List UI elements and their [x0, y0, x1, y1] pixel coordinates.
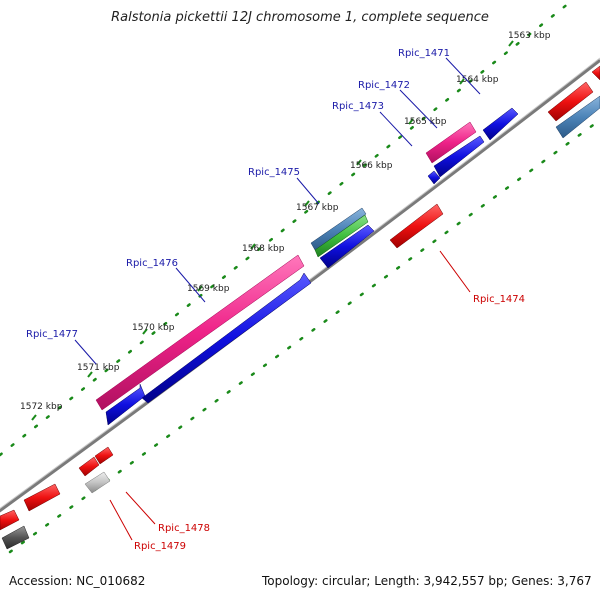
cds-arrow-rpic-1476	[141, 272, 312, 404]
tick-label: 1563 kbp	[508, 31, 551, 41]
gene-label-rpic-1476[interactable]: Rpic_1476	[126, 258, 178, 269]
cds-arrow-red-right-a	[547, 81, 594, 122]
tick-mark	[87, 371, 93, 378]
gene-label-rpic-1477[interactable]: Rpic_1477	[26, 329, 78, 340]
tick-mark	[142, 328, 148, 335]
outer-dotted-track	[0, 0, 575, 457]
gene-label-rpic-1474[interactable]: Rpic_1474	[473, 294, 525, 305]
backbone	[0, 57, 600, 513]
leader-lines	[74, 57, 481, 541]
rrna-bar-rpic-1476	[95, 254, 305, 411]
cds-arrow-steel-right	[555, 95, 600, 139]
cds-arrow-rpic-1479	[84, 471, 111, 494]
map-title: Ralstonia pickettii 12J chromosome 1, co…	[111, 10, 489, 25]
gene-label-rpic-1472[interactable]: Rpic_1472	[358, 80, 410, 91]
gene-label-rpic-1479[interactable]: Rpic_1479	[134, 541, 186, 552]
topology-summary: Topology: circular; Length: 3,942,557 bp…	[262, 574, 592, 588]
cds-arrow-red-edge	[0, 509, 20, 531]
cds-arrow-rpic-1474	[389, 203, 444, 249]
gene-bar-rpic-1475-steel	[310, 207, 367, 251]
reverse-features	[0, 65, 600, 550]
tick-label: 1568 kbp	[242, 244, 285, 254]
gene-label-rpic-1473[interactable]: Rpic_1473	[332, 101, 384, 112]
gene-bar-rpic-1475-green	[314, 214, 369, 258]
cds-arrow-rpic-1478b	[94, 446, 114, 465]
rrna-bar-rpic-1472	[425, 121, 477, 164]
cds-arrow-rpic-1477	[105, 383, 146, 426]
cds-arrow-rpic-1471	[482, 107, 519, 141]
gene-label-rpic-1471[interactable]: Rpic_1471	[398, 48, 450, 59]
tick-label: 1569 kbp	[187, 284, 230, 294]
cds-arrow-gray-dark	[1, 525, 30, 550]
tick-mark	[408, 118, 414, 125]
forward-features	[95, 107, 519, 426]
cds-arrow-rpic-1478	[78, 456, 100, 477]
tick-label: 1566 kbp	[350, 161, 393, 171]
tick-label: 1571 kbp	[77, 363, 120, 373]
gene-label-rpic-1475[interactable]: Rpic_1475	[248, 167, 300, 178]
kbp-ticks: 1563 kbp 1564 kbp 1565 kbp 1566 kbp 1567…	[20, 31, 551, 421]
cds-arrow-rpic-1475	[319, 224, 375, 269]
tick-mark	[304, 200, 310, 207]
tick-mark	[197, 285, 203, 292]
tick-label: 1570 kbp	[132, 323, 175, 333]
tick-mark	[31, 414, 37, 421]
cds-arrow-red-left	[23, 483, 61, 512]
tick-mark	[356, 159, 362, 166]
tick-label: 1567 kbp	[296, 203, 339, 213]
tick-mark	[459, 78, 465, 85]
tick-label: 1565 kbp	[404, 117, 447, 127]
tick-label: 1564 kbp	[456, 75, 499, 85]
cds-arrow-rpic-1473	[427, 170, 441, 185]
gene-labels: Rpic_1471 Rpic_1472 Rpic_1473 Rpic_1475 …	[26, 48, 525, 552]
tick-mark	[508, 40, 514, 47]
cds-arrow-rpic-1472	[433, 135, 485, 178]
gene-label-rpic-1478[interactable]: Rpic_1478	[158, 523, 210, 534]
tick-label: 1572 kbp	[20, 402, 63, 412]
tick-mark	[250, 243, 256, 250]
cds-arrow-red-right-b	[591, 65, 600, 81]
accession-text: Accession: NC_010682	[9, 574, 146, 588]
